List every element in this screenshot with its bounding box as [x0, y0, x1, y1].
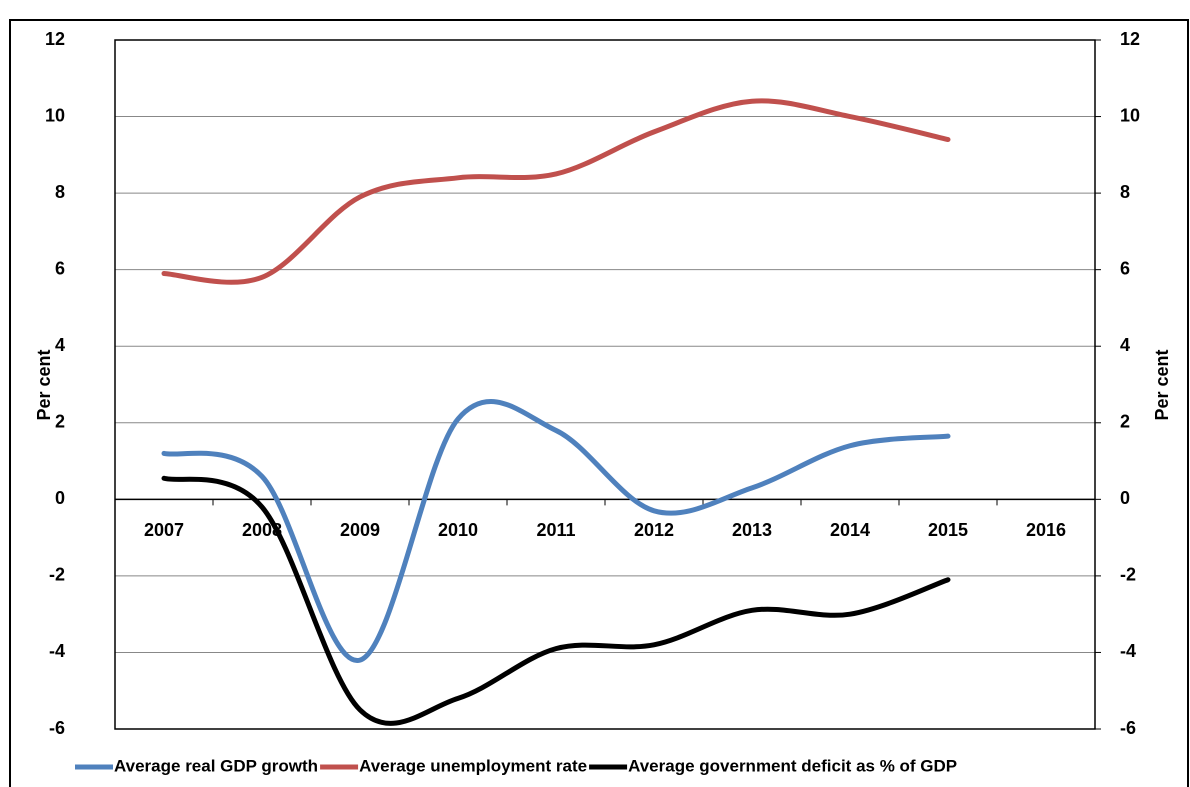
x-tick-label: 2011: [536, 520, 575, 540]
y-tick-label: 10: [45, 105, 65, 125]
y2-tick-label: 2: [1120, 412, 1130, 432]
legend-label: Average unemployment rate: [359, 756, 587, 775]
legend-label: Average government deficit as % of GDP: [628, 756, 957, 775]
y-tick-label: 12: [45, 29, 65, 49]
x-tick-label: 2016: [1026, 520, 1066, 540]
y2-tick-label: 4: [1120, 335, 1130, 355]
y2-tick-label: 6: [1120, 258, 1130, 278]
y2-tick-label: 0: [1120, 488, 1130, 508]
x-tick-label: 2009: [340, 520, 380, 540]
data-line: [161, 475, 951, 726]
y2-tick-label: -4: [1120, 641, 1136, 661]
x-tick-label: 2013: [732, 520, 772, 540]
y-tick-label: 4: [55, 335, 65, 355]
y-tick-label: -4: [49, 641, 65, 661]
data-line: [161, 399, 951, 663]
y-tick-label: 0: [55, 488, 65, 508]
y-axis-label: Per cent: [34, 349, 54, 420]
data-line: [161, 98, 951, 285]
x-tick-label: 2014: [830, 520, 870, 540]
y-tick-label: 2: [55, 412, 65, 432]
y2-tick-label: 8: [1120, 182, 1130, 202]
y-tick-label: -2: [49, 565, 65, 585]
y2-tick-label: -2: [1120, 565, 1136, 585]
legend-label: Average real GDP growth: [114, 756, 318, 775]
x-tick-label: 2007: [144, 520, 184, 540]
x-tick-label: 2010: [438, 520, 478, 540]
plot-frame: [114, 39, 1096, 730]
y2-tick-label: 12: [1120, 29, 1140, 49]
y-tick-label: 6: [55, 258, 65, 278]
chart-frame: [9, 19, 1189, 787]
y-tick-label: -6: [49, 718, 65, 738]
y2-axis-label: Per cent: [1152, 349, 1172, 420]
y-tick-label: 8: [55, 182, 65, 202]
x-tick-label: 2015: [928, 520, 968, 540]
x-tick-label: 2012: [634, 520, 674, 540]
y2-tick-label: 10: [1120, 105, 1140, 125]
y2-tick-label: -6: [1120, 718, 1136, 738]
